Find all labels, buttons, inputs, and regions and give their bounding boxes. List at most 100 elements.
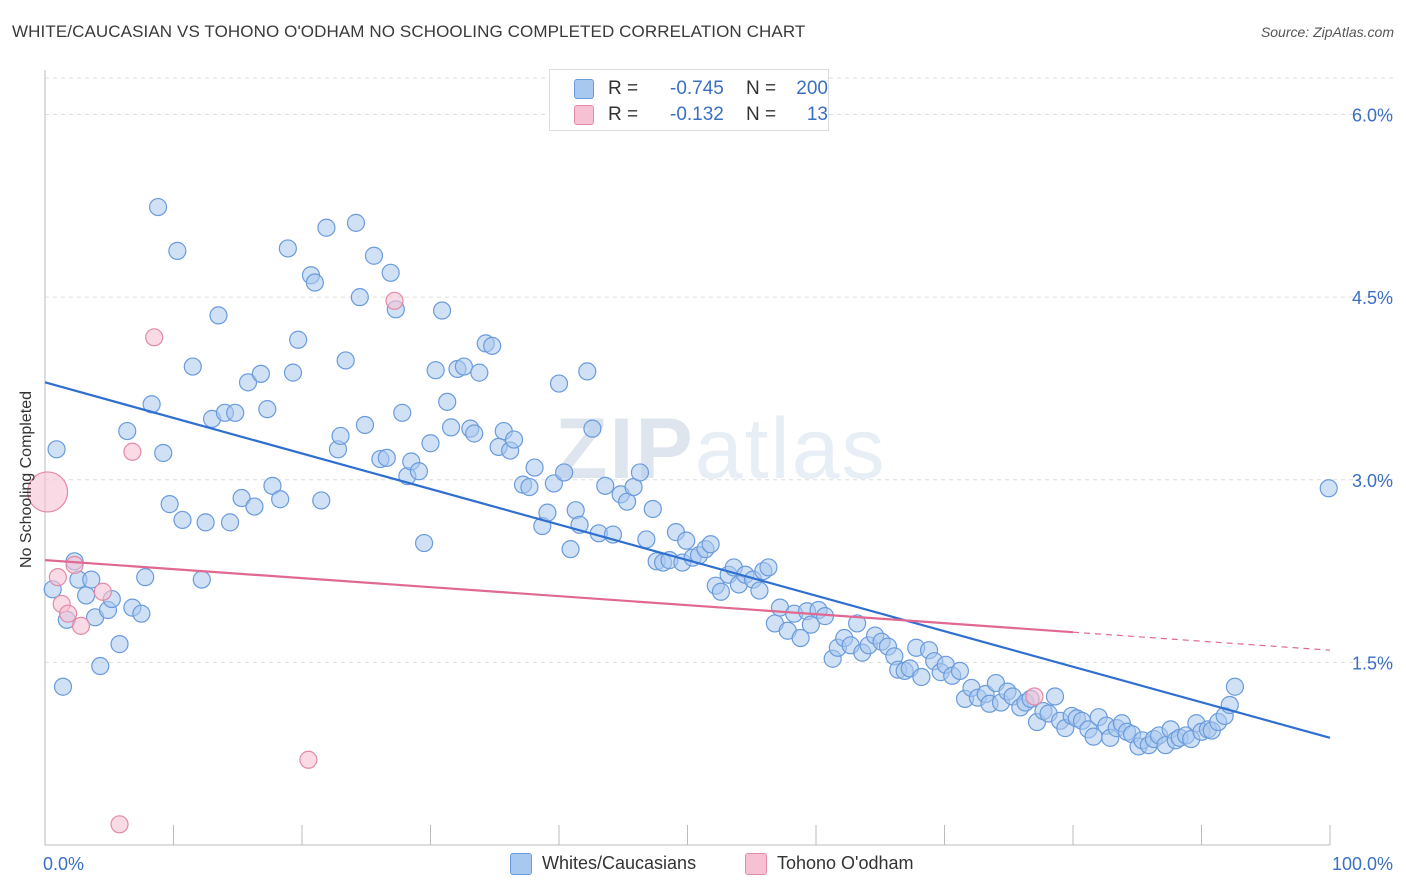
tohono-trend-extension xyxy=(1072,631,1331,651)
whites-point xyxy=(346,213,366,232)
tohono-trend-line xyxy=(44,559,1074,634)
whites-point xyxy=(1319,479,1338,498)
whites-point xyxy=(583,419,602,438)
tohono-point xyxy=(1025,687,1044,706)
whites-point xyxy=(381,263,400,282)
whites-point xyxy=(377,448,396,467)
chart-title: WHITE/CAUCASIAN VS TOHONO O'ODHAM NO SCH… xyxy=(12,22,806,41)
y-tick-label: 3.0% xyxy=(1352,471,1393,491)
y-tick-label: 1.5% xyxy=(1352,653,1393,673)
whites-point xyxy=(555,463,574,482)
whites-point xyxy=(183,357,202,376)
whites-point xyxy=(226,403,245,422)
whites-point xyxy=(525,458,544,477)
whites-point xyxy=(132,604,151,623)
whites-point xyxy=(263,476,282,495)
whites-point xyxy=(711,582,731,601)
whites-point xyxy=(317,218,336,237)
whites-point xyxy=(196,513,215,532)
whites-point xyxy=(238,373,258,392)
legend-swatch-pink xyxy=(574,105,594,125)
whites-point xyxy=(912,667,931,687)
whites-point xyxy=(701,535,720,554)
series-tohono-points xyxy=(26,291,1044,834)
whites-point xyxy=(209,306,228,325)
legend-r-label: R = xyxy=(608,78,639,99)
source-credit: Source: ZipAtlas.com xyxy=(1260,24,1394,40)
whites-point xyxy=(350,288,369,307)
whites-point xyxy=(470,363,489,382)
tohono-point xyxy=(71,616,91,635)
whites-point xyxy=(91,656,110,676)
axes xyxy=(44,70,1331,846)
tohono-point xyxy=(65,555,84,575)
whites-point xyxy=(289,330,308,349)
whites-point xyxy=(258,400,277,419)
whites-point xyxy=(245,497,264,516)
legend-n-value: 13 xyxy=(806,104,828,125)
whites-point xyxy=(441,418,461,437)
whites-point xyxy=(154,443,173,463)
whites-point xyxy=(432,301,452,320)
legend-n-label: N = xyxy=(746,104,777,125)
tohono-point xyxy=(110,815,129,834)
zipatlas-watermark: ZIPatlas xyxy=(555,401,887,497)
tohono-point xyxy=(48,568,67,587)
whites-point xyxy=(438,392,457,411)
whites-point xyxy=(561,540,580,559)
whites-point xyxy=(637,530,656,549)
whites-point xyxy=(312,491,331,510)
whites-point xyxy=(355,415,375,435)
whites-point xyxy=(848,614,867,633)
tohono-point xyxy=(299,750,318,769)
whites-point xyxy=(950,661,970,681)
tohono-point xyxy=(26,471,69,513)
correlation-legend: R = -0.745 N = 200 R = -0.132 N = 13 xyxy=(549,69,829,131)
tohono-point xyxy=(123,442,142,461)
whites-point xyxy=(251,364,270,383)
whites-point xyxy=(421,434,440,453)
whites-point xyxy=(393,403,412,422)
whites-point xyxy=(336,351,355,370)
x-tick-label-max: 100.0% xyxy=(1332,854,1393,874)
whites-point xyxy=(578,362,597,381)
whites-point xyxy=(278,239,297,258)
whites-point xyxy=(750,581,769,600)
whites-point xyxy=(283,363,303,382)
whites-point xyxy=(596,476,615,495)
whites-point xyxy=(791,628,810,648)
whites-point xyxy=(110,635,129,654)
whites-point xyxy=(305,273,324,292)
whites-point xyxy=(148,197,168,217)
series-whites-points xyxy=(43,197,1338,756)
whites-point xyxy=(504,430,524,449)
whites-point xyxy=(759,558,778,577)
whites-point xyxy=(465,424,484,443)
whites-point xyxy=(47,440,66,459)
whites-point xyxy=(1045,687,1065,706)
whites-point xyxy=(414,533,434,553)
whites-point xyxy=(630,463,650,482)
whites-point xyxy=(426,361,445,380)
legend-label-whites: Whites/Caucasians xyxy=(542,853,697,873)
whites-point xyxy=(168,241,187,260)
whites-point xyxy=(801,615,820,634)
trend-lines xyxy=(44,381,1331,739)
whites-point xyxy=(520,477,539,497)
whites-point xyxy=(160,495,179,514)
whites-point xyxy=(136,568,155,587)
whites-point xyxy=(271,490,290,509)
tick-labels: 1.5% 3.0% 4.5% 6.0% 0.0% 100.0% xyxy=(43,106,1393,874)
legend-r-value: -0.745 xyxy=(670,78,724,99)
whites-point xyxy=(331,426,350,446)
whites-trend-line xyxy=(44,381,1331,739)
whites-point xyxy=(192,570,211,589)
legend-label-tohono: Tohono O'odham xyxy=(777,853,914,873)
y-tick-label: 6.0% xyxy=(1352,106,1393,126)
whites-point xyxy=(409,462,429,481)
legend-swatch-blue xyxy=(574,79,594,99)
whites-point xyxy=(677,531,696,550)
whites-point xyxy=(549,374,569,393)
whites-point xyxy=(1225,677,1245,696)
whites-point xyxy=(643,499,662,519)
